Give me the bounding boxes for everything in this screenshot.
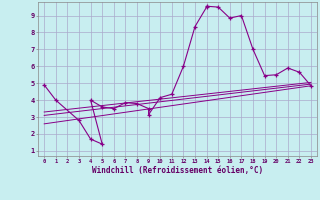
- X-axis label: Windchill (Refroidissement éolien,°C): Windchill (Refroidissement éolien,°C): [92, 166, 263, 175]
